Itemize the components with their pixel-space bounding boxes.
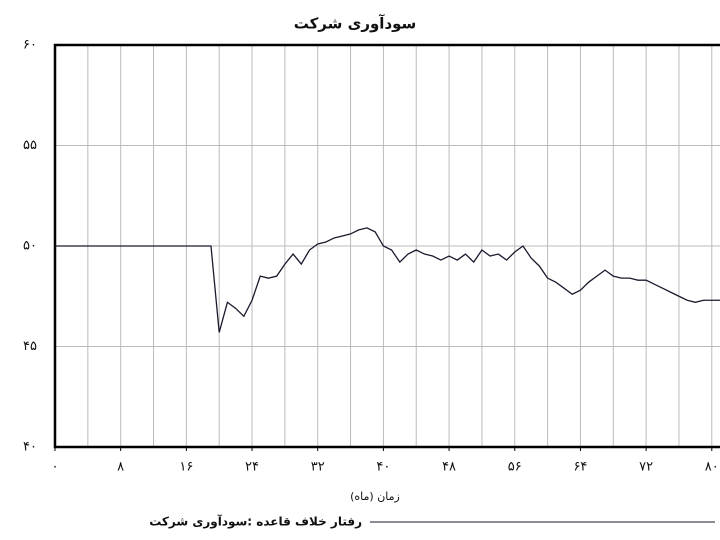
page: {"chart_data": {"type": "line", "title":… bbox=[0, 0, 720, 540]
x-tick-label: ۳۲ bbox=[311, 460, 325, 475]
chart: سودآوری شرکت زمان (ماه) ۴۰ ۴۵ ۵۰ ۵۵ ۶۰ ۰ ۸ ۱۶ ۲۴… bbox=[0, 0, 720, 540]
x-tick-label: ۸ bbox=[117, 460, 124, 475]
x-tick-label: ۰ bbox=[52, 460, 59, 475]
x-tick-label: ۸۰ bbox=[705, 460, 719, 475]
line-series bbox=[55, 228, 720, 333]
x-tick-label: ۷۲ bbox=[639, 460, 653, 475]
x-tick-label: ۵۶ bbox=[508, 460, 522, 475]
x-tick-label: ۴۰ bbox=[376, 460, 390, 475]
y-tick-label: ۵۰ bbox=[23, 239, 37, 254]
y-tick-label: ۴۰ bbox=[23, 440, 37, 455]
x-axis-label: زمان (ماه) bbox=[350, 490, 400, 503]
legend-label: رفتار خلاف قاعده :سودآوری شرکت bbox=[149, 514, 362, 530]
y-tick-label: ۴۵ bbox=[23, 339, 37, 354]
y-tick-label: ۵۵ bbox=[23, 138, 37, 153]
chart-title: سودآوری شرکت bbox=[294, 15, 417, 33]
y-tick-label: ۶۰ bbox=[23, 38, 37, 53]
x-tick-label: ۴۸ bbox=[442, 460, 456, 475]
x-tick-label: ۱۶ bbox=[179, 460, 193, 475]
x-tick-label: ۲۴ bbox=[245, 460, 259, 475]
x-tick-label: ۶۴ bbox=[573, 460, 587, 475]
